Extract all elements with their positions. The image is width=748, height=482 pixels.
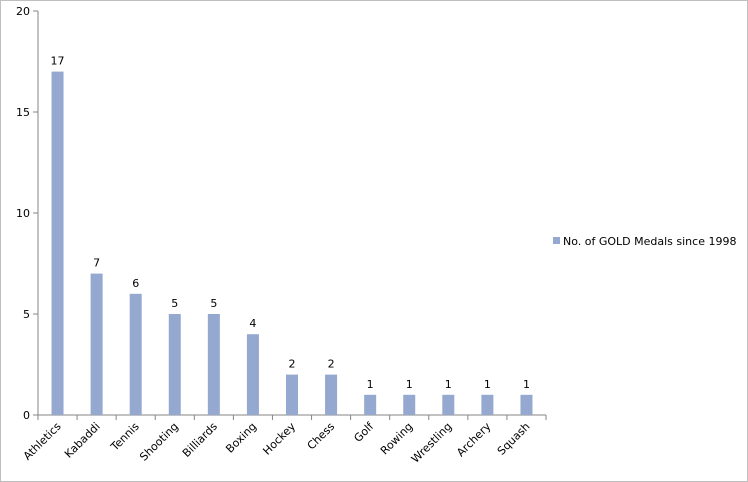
bar (481, 394, 494, 415)
bar (90, 273, 103, 415)
y-tick-label: 5 (23, 308, 30, 321)
bar (286, 374, 298, 415)
legend-swatch (553, 237, 560, 244)
bar (325, 374, 338, 415)
data-label: 2 (289, 358, 296, 371)
bar (520, 394, 533, 415)
legend-label: No. of GOLD Medals since 1998 (563, 235, 736, 248)
data-label: 1 (445, 378, 452, 391)
data-label: 5 (171, 297, 178, 310)
bar (129, 293, 142, 415)
y-tick-label: 10 (16, 207, 30, 220)
data-label: 7 (93, 257, 100, 270)
bar (364, 394, 377, 415)
y-tick-label: 20 (16, 5, 30, 18)
data-label: 17 (51, 55, 65, 68)
data-label: 1 (367, 378, 374, 391)
y-tick-label: 15 (16, 106, 30, 119)
bar (403, 394, 416, 415)
bar (442, 394, 455, 415)
data-label: 1 (484, 378, 491, 391)
data-label: 1 (406, 378, 413, 391)
data-label: 5 (210, 297, 217, 310)
data-label: 1 (523, 378, 530, 391)
bar (51, 71, 64, 415)
data-label: 2 (328, 358, 335, 371)
y-tick-label: 0 (23, 409, 30, 422)
bar (168, 314, 181, 415)
data-label: 4 (249, 317, 256, 330)
data-label: 6 (132, 277, 139, 290)
bar (207, 314, 220, 415)
bar (246, 334, 259, 415)
